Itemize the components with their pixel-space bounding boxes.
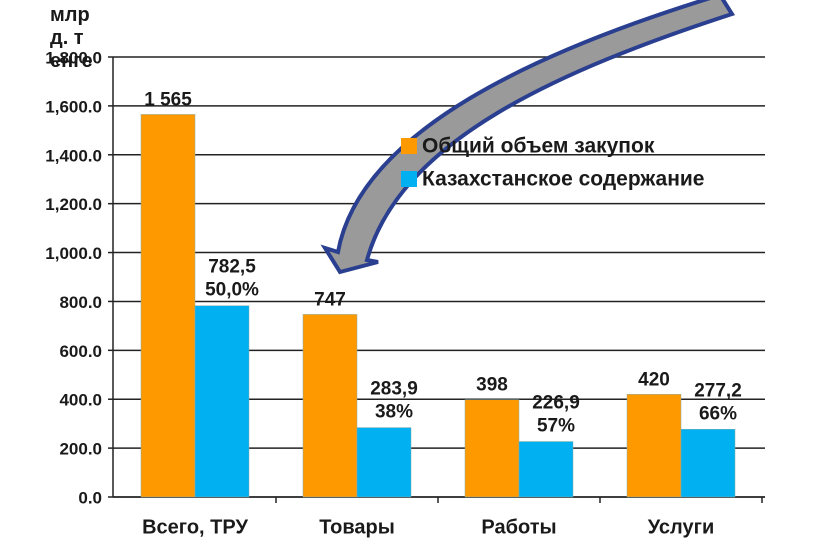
data-label: 283,9 [370, 379, 418, 400]
y-tick-label: 1,000.0 [45, 244, 102, 263]
data-label: 398 [476, 375, 508, 396]
bar [680, 428, 736, 498]
y-tick-label: 600.0 [59, 342, 102, 361]
bar [302, 314, 358, 498]
y-tick-label: 1,600.0 [45, 97, 102, 116]
bar [140, 114, 196, 498]
share-label: 57% [537, 416, 575, 437]
y-tick-label: 800.0 [59, 293, 102, 312]
share-label: 38% [375, 402, 413, 423]
data-label: 226,9 [532, 393, 580, 414]
y-tick-label: 400.0 [59, 391, 102, 410]
bar [356, 427, 412, 498]
legend-swatch [401, 171, 417, 187]
data-label: 782,5 [208, 257, 256, 278]
data-label: 420 [638, 369, 670, 390]
data-label: 747 [314, 289, 346, 310]
y-tick-label: 0.0 [78, 488, 102, 507]
legend-label: Казахстанское содержание [422, 168, 704, 191]
x-tick-label: Всего, ТРУ [142, 516, 248, 538]
y-tick-label: 1,200.0 [45, 195, 102, 214]
y-tick-label: 200.0 [59, 440, 102, 459]
y-axis-label: млрд. тенге [50, 4, 93, 72]
legend-label: Общий объем закупок [422, 135, 655, 158]
share-label: 66% [699, 403, 737, 424]
bar [626, 394, 682, 498]
x-tick-label: Услуги [648, 516, 715, 538]
share-label: 50,0% [205, 280, 259, 301]
arrow [320, 0, 736, 275]
data-label: 1 565 [144, 89, 192, 110]
x-tick-label: Товары [319, 516, 395, 538]
data-label: 277,2 [694, 380, 742, 401]
y-tick-label: 1,800.0 [45, 48, 102, 67]
bar [464, 399, 520, 498]
bar [194, 305, 250, 498]
x-tick-label: Работы [481, 516, 556, 538]
y-tick-label: 1,400.0 [45, 146, 102, 165]
legend-swatch [401, 138, 417, 154]
bar [518, 441, 574, 498]
